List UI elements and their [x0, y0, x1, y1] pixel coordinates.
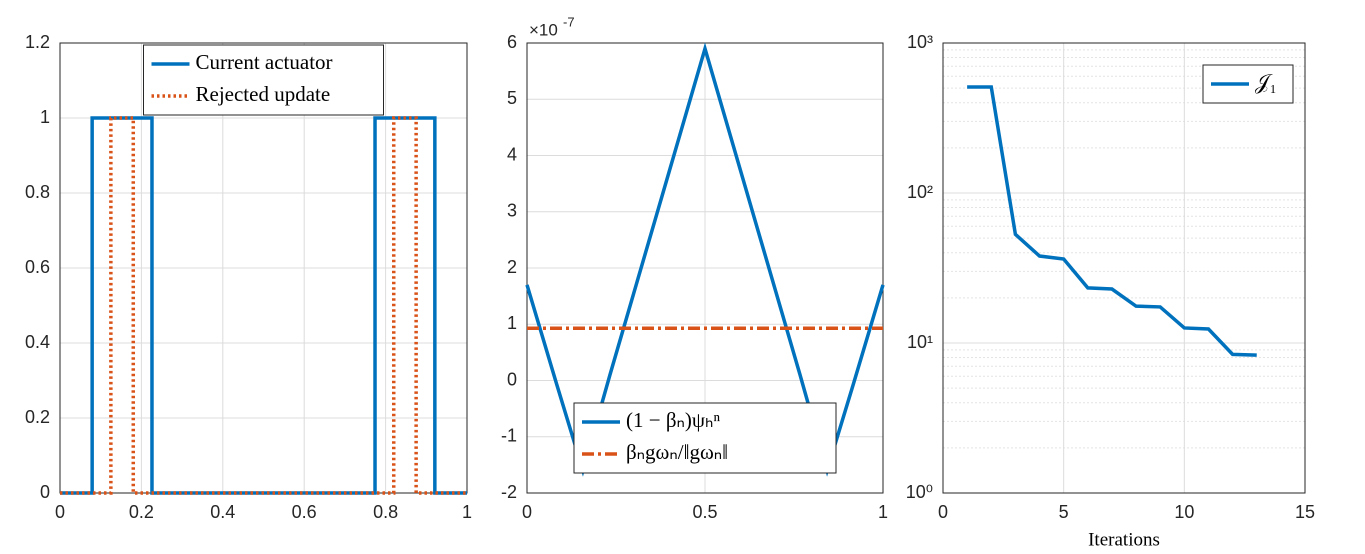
y-tick-label: 1.2	[25, 32, 50, 52]
y-tick-label: -2	[501, 482, 517, 502]
axis-multiplier-exponent: -7	[563, 14, 575, 29]
y-tick-label: 0	[507, 369, 517, 389]
axes-box	[942, 42, 1306, 494]
x-tick-label: 1	[462, 502, 472, 522]
legend-label: (1 − βₙ)ψₕⁿ	[626, 408, 721, 432]
data-line	[525, 42, 885, 477]
y-tick-label: 2	[507, 257, 517, 277]
y-tick-label: 10¹	[907, 332, 933, 352]
y-tick-label: 0.2	[25, 407, 50, 427]
x-tick-label: 5	[1059, 502, 1069, 522]
y-tick-label: 6	[507, 32, 517, 52]
y-tick-label: 1	[507, 313, 517, 333]
y-tick-label: 0.8	[25, 182, 50, 202]
y-tick-label: 10⁰	[906, 482, 933, 502]
x-tick-label: 10	[1174, 502, 1194, 522]
legend-label: Current actuator	[196, 50, 333, 74]
x-tick-label: 0	[938, 502, 948, 522]
y-tick-label: 4	[507, 144, 517, 164]
x-tick-label: 1	[878, 502, 888, 522]
x-tick-label: 0.2	[129, 502, 154, 522]
x-tick-label: 15	[1295, 502, 1315, 522]
y-tick-label: 10²	[907, 182, 933, 202]
legend-box	[143, 44, 384, 116]
y-tick-label: 0	[40, 482, 50, 502]
x-tick-label: 0.8	[373, 502, 398, 522]
y-tick-label: 0.4	[25, 332, 50, 352]
y-tick-label: 1	[40, 107, 50, 127]
legend-label: βₙgωₙ/‖gωₙ‖	[626, 440, 728, 464]
x-tick-label: 0	[522, 502, 532, 522]
data-line	[967, 85, 1257, 357]
y-tick-label: 3	[507, 201, 517, 221]
x-tick-label: 0.5	[692, 502, 717, 522]
y-tick-label: -1	[501, 426, 517, 446]
legend-label: 𝒥₁	[1255, 70, 1277, 94]
x-tick-label: 0.6	[292, 502, 317, 522]
data-line	[60, 116, 467, 495]
axis-multiplier: ×10	[529, 20, 558, 39]
x-tick-label: 0.4	[210, 502, 235, 522]
x-axis-label: Iterations	[1088, 529, 1160, 550]
legend-box	[573, 402, 837, 474]
y-tick-label: 0.6	[25, 257, 50, 277]
y-tick-label: 5	[507, 88, 517, 108]
x-tick-label: 0	[55, 502, 65, 522]
legend-label: Rejected update	[196, 82, 331, 106]
y-tick-label: 10³	[907, 32, 933, 52]
data-line	[60, 116, 467, 495]
